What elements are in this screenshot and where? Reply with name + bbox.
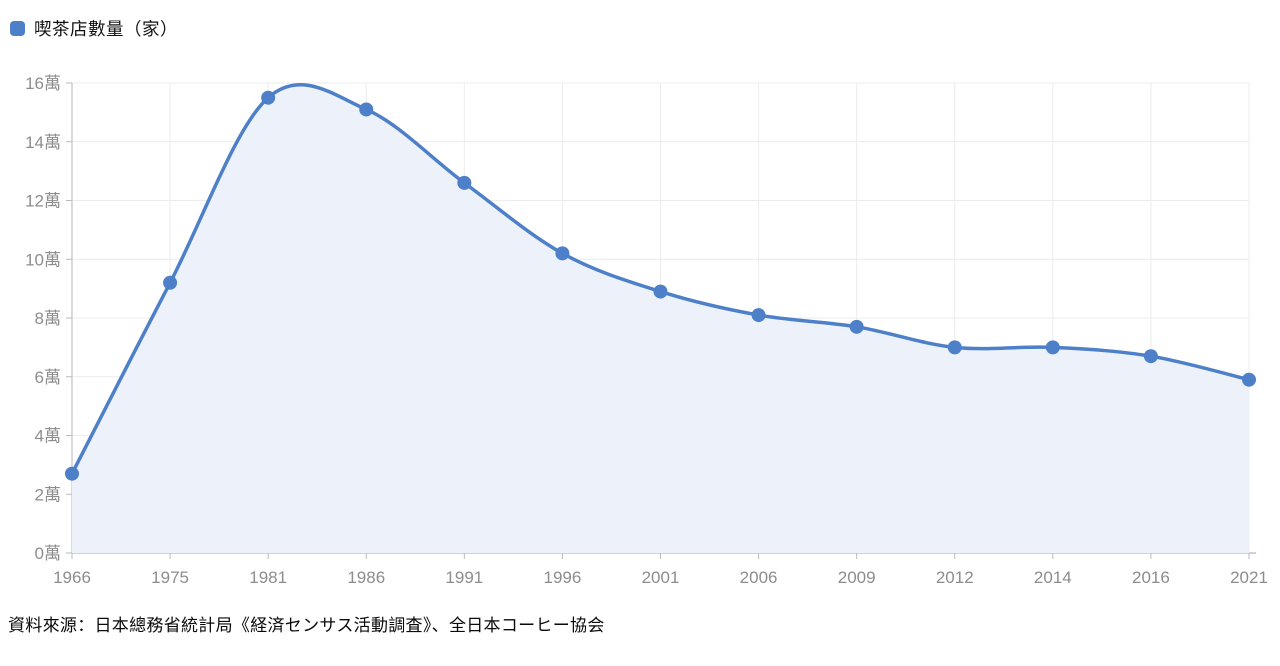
y-tick-label: 14萬 bbox=[25, 133, 61, 152]
x-tick-label: 2001 bbox=[642, 568, 680, 587]
y-tick-label: 2萬 bbox=[35, 485, 61, 504]
data-point-1996[interactable] bbox=[555, 246, 570, 261]
x-tick-label: 2009 bbox=[838, 568, 876, 587]
y-tick-label: 10萬 bbox=[25, 250, 61, 269]
data-point-2014[interactable] bbox=[1045, 340, 1060, 355]
series-area-fill bbox=[72, 84, 1249, 553]
data-point-2006[interactable] bbox=[751, 308, 766, 323]
x-tick-label: 2006 bbox=[740, 568, 778, 587]
y-tick-label: 6萬 bbox=[35, 368, 61, 387]
source-note: 資料來源：日本總務省統計局《経済センサス活動調査》、全日本コーヒー協会 bbox=[8, 616, 605, 635]
y-tick-label: 8萬 bbox=[35, 309, 61, 328]
legend-label: 喫茶店數量（家） bbox=[34, 19, 178, 39]
x-tick-label: 2021 bbox=[1230, 568, 1268, 587]
x-tick-label: 2014 bbox=[1034, 568, 1072, 587]
data-point-1975[interactable] bbox=[163, 275, 178, 290]
data-point-1986[interactable] bbox=[359, 102, 374, 117]
x-tick-label: 2016 bbox=[1132, 568, 1170, 587]
y-tick-label: 16萬 bbox=[25, 74, 61, 93]
data-point-1981[interactable] bbox=[261, 90, 276, 105]
data-point-1966[interactable] bbox=[65, 466, 79, 481]
series-line bbox=[70, 82, 1251, 476]
x-tick-label: 1991 bbox=[445, 568, 483, 587]
data-point-2009[interactable] bbox=[849, 319, 864, 334]
data-point-2012[interactable] bbox=[947, 340, 962, 355]
y-tick-label: 0萬 bbox=[35, 544, 61, 563]
x-tick-label: 1975 bbox=[151, 568, 189, 587]
x-tick-label: 2012 bbox=[936, 568, 974, 587]
data-point-2021[interactable] bbox=[1242, 372, 1256, 387]
x-tick-label: 1981 bbox=[249, 568, 287, 587]
x-tick-label: 1986 bbox=[347, 568, 385, 587]
legend-swatch bbox=[10, 21, 25, 36]
y-tick-label: 4萬 bbox=[35, 427, 61, 446]
x-tick-label: 1966 bbox=[53, 568, 91, 587]
y-tick-label: 12萬 bbox=[25, 192, 61, 211]
data-point-2016[interactable] bbox=[1143, 349, 1158, 364]
data-point-2001[interactable] bbox=[653, 284, 668, 299]
data-point-1991[interactable] bbox=[457, 175, 472, 190]
legend-item-kissaten[interactable]: 喫茶店數量（家） bbox=[10, 16, 178, 41]
x-tick-label: 1996 bbox=[544, 568, 582, 587]
